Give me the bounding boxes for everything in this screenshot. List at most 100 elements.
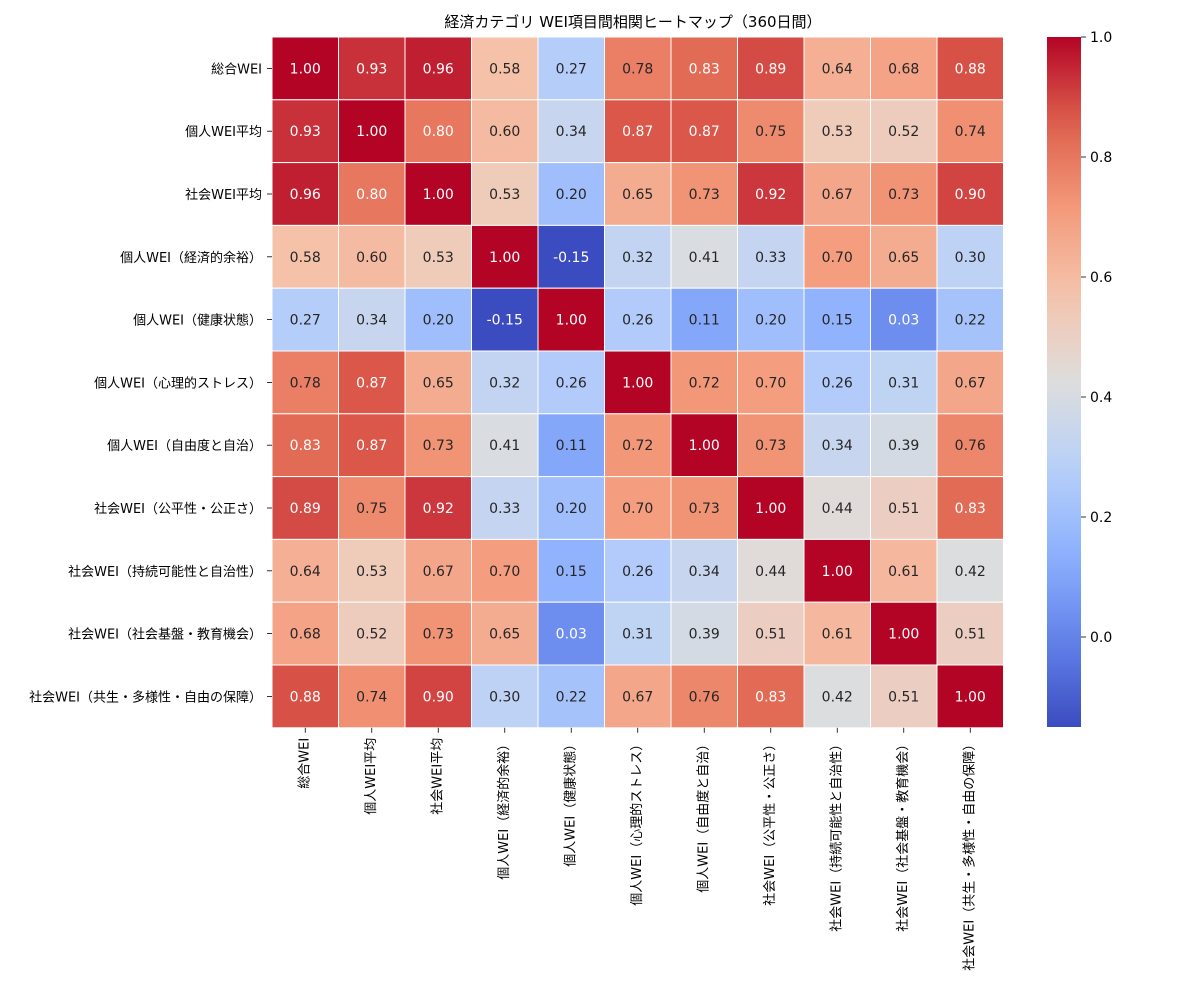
heatmap-cell-label-5-5: 1.00 [622,375,653,391]
heatmap-cell-2-6 [670,162,738,226]
heatmap-cell-label-6-8: 0.34 [822,438,853,454]
y-tick-label-3: 個人WEI（経済的余裕） [120,250,262,266]
heatmap-cell-label-8-4: 0.15 [556,564,587,580]
heatmap-cell-label-4-7: 0.20 [755,313,786,329]
heatmap-cell-7-10 [936,476,1004,540]
y-tick-label-5: 個人WEI（心理的ストレス） [94,375,262,391]
colorbar-gradient [1047,37,1081,727]
heatmap-cell-3-5 [604,224,672,289]
heatmap-cell-label-8-7: 0.44 [755,564,786,580]
heatmap-cell-5-0 [271,350,339,415]
heatmap-cell-label-1-6: 0.87 [689,124,720,140]
heatmap-cell-2-8 [803,162,871,226]
heatmap-cell-label-7-3: 0.33 [489,501,520,517]
heatmap-cell-label-0-8: 0.64 [822,61,853,77]
heatmap-cell-label-0-1: 0.93 [356,61,387,77]
heatmap-cell-label-6-6: 1.00 [689,438,720,454]
x-tick-label-7: 社会WEI（公平性・公正さ） [762,738,778,906]
heatmap-cell-10-1 [338,664,406,729]
x-tick-label-2: 社会WEI平均 [430,738,446,815]
heatmap-cell-label-5-2: 0.65 [423,375,454,391]
heatmap-cell-label-1-3: 0.60 [489,124,520,140]
heatmap-cell-9-0 [271,601,339,666]
heatmap-cell-6-3 [471,413,539,478]
heatmap-cell-label-7-7: 1.00 [755,501,786,517]
heatmap-cell-4-4 [537,287,605,352]
heatmap-cell-label-9-5: 0.31 [622,627,653,643]
heatmap-cell-7-4 [537,476,605,540]
heatmap-cell-label-6-7: 0.73 [755,438,786,454]
heatmap-cell-9-10 [936,601,1004,666]
x-tick-label-10: 社会WEI（共生・多様性・自由の保障） [962,738,978,971]
heatmap-cell-3-10 [936,224,1004,289]
heatmap-cell-label-9-4: 0.03 [556,627,587,643]
heatmap-cell-label-5-1: 0.87 [356,375,387,391]
heatmap-cell-10-4 [537,664,605,729]
heatmap-cell-8-8 [803,538,871,603]
heatmap-cell-0-10 [936,36,1004,101]
heatmap-cell-label-4-9: 0.03 [888,313,919,329]
heatmap-cell-9-7 [737,601,805,666]
heatmap-cell-label-10-10: 1.00 [955,689,986,705]
heatmap-cell-label-7-1: 0.75 [356,501,387,517]
heatmap-cell-6-9 [870,413,938,478]
heatmap-cell-label-2-4: 0.20 [556,187,587,203]
heatmap-cell-label-7-5: 0.70 [622,501,653,517]
heatmap-cell-6-2 [404,413,472,478]
heatmap-cell-label-8-9: 0.61 [888,564,919,580]
heatmap-cell-1-7 [737,99,805,164]
heatmap-cell-5-10 [936,350,1004,415]
heatmap-cell-label-4-8: 0.15 [822,313,853,329]
heatmap-cell-label-7-6: 0.73 [689,501,720,517]
heatmap-cell-4-9 [870,287,938,352]
heatmap-cell-label-3-8: 0.70 [822,250,853,266]
heatmap-cell-0-1 [338,36,406,101]
heatmap-cell-0-0 [271,36,339,101]
heatmap-cell-5-8 [803,350,871,415]
heatmap-cell-label-4-0: 0.27 [290,313,321,329]
heatmap-cell-7-0 [271,476,339,540]
heatmap-cell-3-2 [404,224,472,289]
heatmap-cell-1-5 [604,99,672,164]
heatmap-cell-8-10 [936,538,1004,603]
heatmap-cell-3-3 [471,224,539,289]
heatmap-cell-label-6-1: 0.87 [356,438,387,454]
heatmap-cell-4-10 [936,287,1004,352]
heatmap-cell-6-8 [803,413,871,478]
heatmap-cells [271,36,1004,729]
heatmap-cell-1-10 [936,99,1004,164]
heatmap-cell-9-8 [803,601,871,666]
heatmap-cell-8-2 [404,538,472,603]
heatmap-cell-1-0 [271,99,339,164]
heatmap-cell-4-3 [471,287,539,352]
heatmap-cell-label-3-2: 0.53 [423,250,454,266]
heatmap-cell-label-0-5: 0.78 [622,61,653,77]
heatmap-cell-10-7 [737,664,805,729]
heatmap-cell-1-6 [670,99,738,164]
heatmap-cell-label-0-3: 0.58 [489,61,520,77]
y-tick-label-9: 社会WEI（社会基盤・教育機会） [68,627,262,643]
heatmap-cell-label-10-4: 0.22 [556,689,587,705]
heatmap-cell-label-3-9: 0.65 [888,250,919,266]
heatmap-cell-label-1-2: 0.80 [423,124,454,140]
heatmap-cell-3-4 [537,224,605,289]
colorbar-tick-label-4: 0.8 [1090,150,1112,166]
heatmap-cell-label-3-10: 0.30 [955,250,986,266]
heatmap-cell-label-2-9: 0.73 [888,187,919,203]
heatmap-cell-10-10 [936,664,1004,729]
heatmap-cell-0-9 [870,36,938,101]
heatmap-cell-label-0-0: 1.00 [290,61,321,77]
heatmap-cell-label-5-8: 0.26 [822,375,853,391]
heatmap-cell-label-7-8: 0.44 [822,501,853,517]
heatmap-cell-2-10 [936,162,1004,226]
y-tick-label-6: 個人WEI（自由度と自治） [107,438,262,454]
heatmap-cell-8-5 [604,538,672,603]
heatmap-cell-label-2-6: 0.73 [689,187,720,203]
heatmap-cell-6-6 [670,413,738,478]
heatmap-cell-label-8-8: 1.00 [822,564,853,580]
heatmap-cell-9-5 [604,601,672,666]
heatmap-cell-label-10-7: 0.83 [755,689,786,705]
heatmap-cell-label-10-5: 0.67 [622,689,653,705]
heatmap-cell-10-8 [803,664,871,729]
